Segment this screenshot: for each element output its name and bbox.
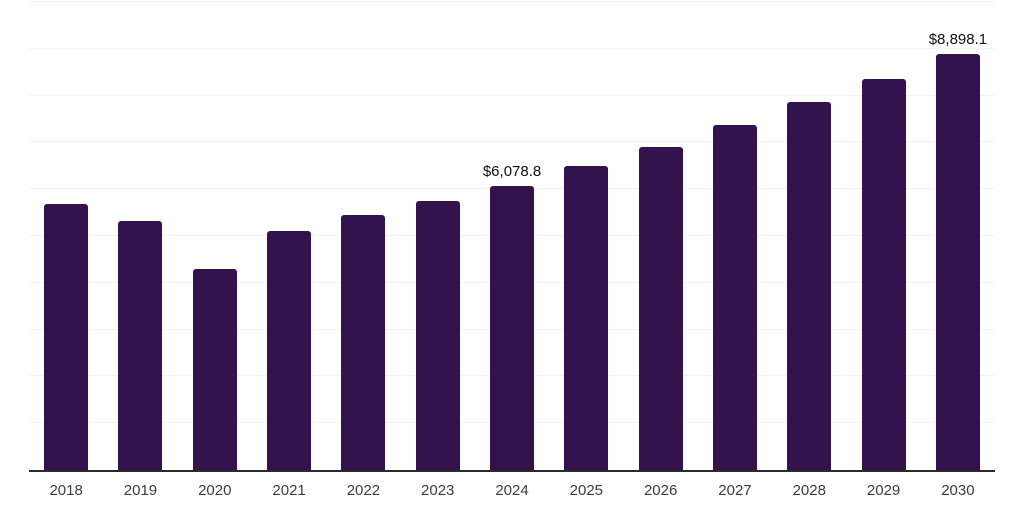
x-tick-label-2019: 2019 <box>123 482 158 499</box>
bar-2025 <box>564 165 609 470</box>
bar-column-2030: $8,898.1 <box>921 2 995 470</box>
x-axis-line <box>29 470 995 472</box>
x-tick-label-2025: 2025 <box>569 482 604 499</box>
bar-2028 <box>787 102 832 470</box>
data-label-2024: $6,078.8 <box>482 162 542 180</box>
bar-column-2025 <box>549 2 623 470</box>
bar-column-2021 <box>252 2 326 470</box>
bar-2022 <box>341 215 386 470</box>
bar-2018 <box>44 204 89 470</box>
bar-column-2028 <box>772 2 846 470</box>
x-tick-label-2030: 2030 <box>941 482 975 499</box>
bar-column-2019 <box>103 2 177 470</box>
x-tick-label-2024: 2024 <box>495 482 529 499</box>
bar-column-2024: $6,078.8 <box>475 2 549 470</box>
x-tick-label-2020: 2020 <box>198 482 232 499</box>
bar-column-2026 <box>624 2 698 470</box>
bar-2024 <box>490 185 535 470</box>
data-label-2030: $8,898.1 <box>928 30 988 48</box>
bar-2023 <box>415 200 460 470</box>
x-tick-label-2029: 2029 <box>866 482 901 499</box>
x-axis-labels: 2018 2019 2020 2021 2022 2023 2024 2025 2026 2027… <box>29 483 995 498</box>
x-tick-label-2028: 2028 <box>792 482 826 499</box>
bar-column-2029 <box>846 2 920 470</box>
x-tick-label-2018: 2018 <box>49 482 83 499</box>
bar-2027 <box>712 125 757 470</box>
bar-column-2018 <box>29 2 103 470</box>
x-tick-label-2027: 2027 <box>718 482 752 499</box>
bar-column-2020 <box>178 2 252 470</box>
bar-2019 <box>118 220 163 470</box>
bar-2026 <box>638 147 683 470</box>
x-tick-label-2026: 2026 <box>643 482 678 499</box>
bar-2030 <box>935 53 980 470</box>
bar-column-2027 <box>698 2 772 470</box>
bar-2021 <box>267 230 312 470</box>
bar-2029 <box>861 78 906 470</box>
plot-area: $6,078.8 $8,898.1 <box>29 2 995 470</box>
bar-column-2022 <box>326 2 400 470</box>
x-tick-label-2021: 2021 <box>272 482 306 499</box>
bar-2020 <box>192 268 237 470</box>
x-tick-label-2022: 2022 <box>346 482 381 499</box>
bar-column-2023 <box>401 2 475 470</box>
x-tick-label-2023: 2023 <box>421 482 455 499</box>
